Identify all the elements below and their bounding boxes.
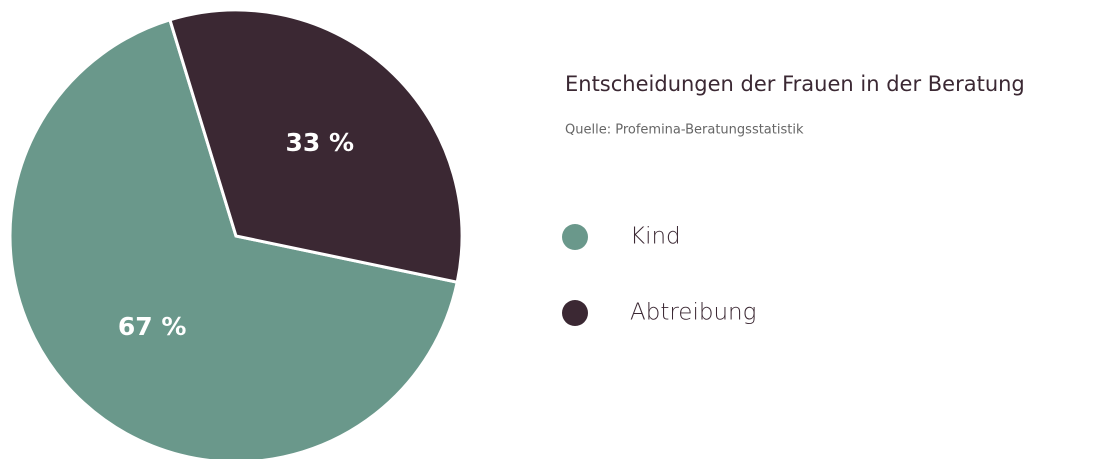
chart-subtitle: Quelle: Profemina-Beratungsstatistik bbox=[565, 123, 804, 138]
legend-swatch bbox=[562, 224, 588, 250]
legend-swatch bbox=[562, 300, 588, 326]
data-label: 67 % bbox=[118, 312, 187, 341]
pie-slice bbox=[8, 17, 460, 459]
legend-label: Kind bbox=[630, 224, 681, 250]
pie-slice bbox=[168, 8, 464, 284]
chart-title: Entscheidungen der Frauen in der Beratun… bbox=[565, 72, 1025, 96]
legend-label: Abtreibung bbox=[630, 300, 756, 326]
data-label: 33 % bbox=[286, 128, 355, 157]
